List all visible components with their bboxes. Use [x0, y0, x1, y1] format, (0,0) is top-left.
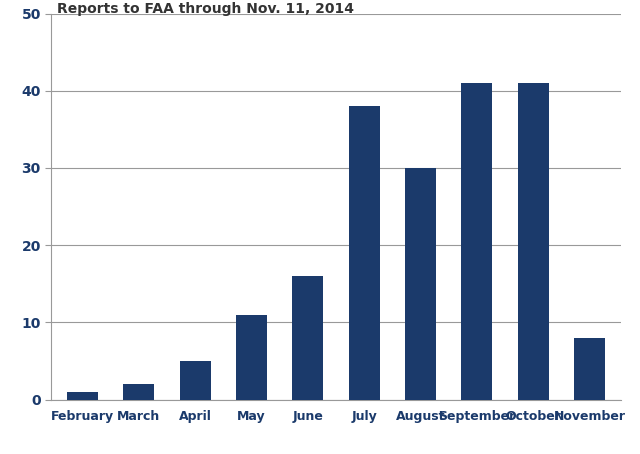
Bar: [574, 338, 605, 400]
Text: Reports to FAA through Nov. 11, 2014: Reports to FAA through Nov. 11, 2014: [57, 2, 354, 16]
Bar: [292, 276, 323, 400]
Bar: [123, 384, 154, 400]
Bar: [461, 83, 493, 400]
Bar: [179, 361, 211, 400]
Bar: [67, 392, 98, 400]
Bar: [405, 168, 436, 400]
Bar: [349, 106, 380, 400]
Bar: [236, 315, 267, 400]
Bar: [518, 83, 549, 400]
